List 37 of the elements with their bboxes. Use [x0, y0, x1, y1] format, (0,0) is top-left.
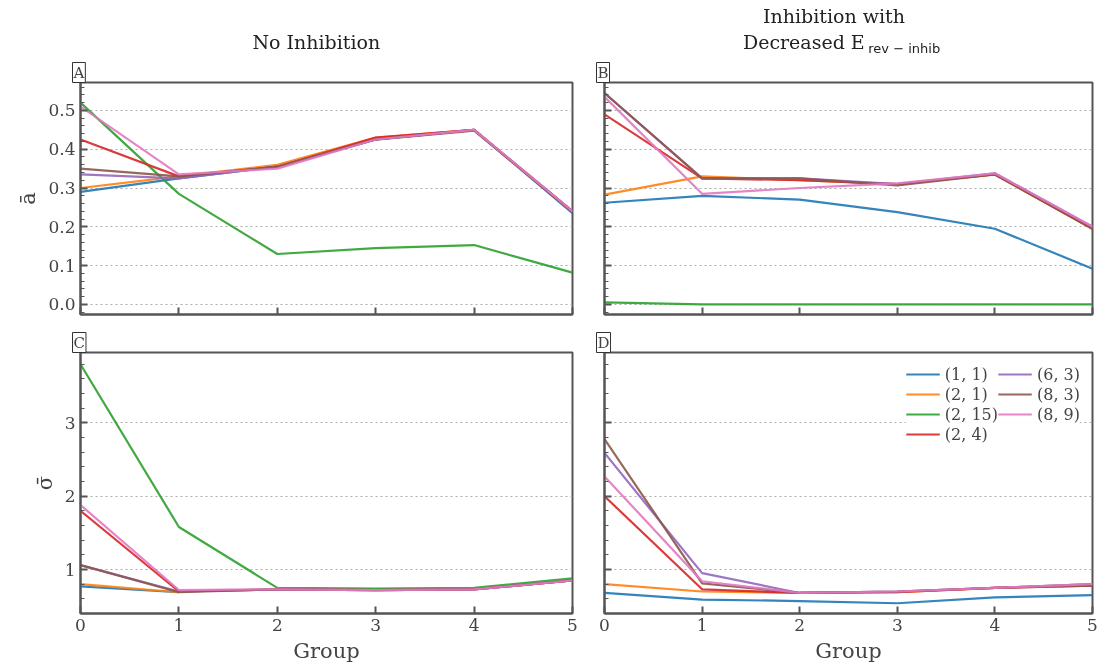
y-axis-title: σ̄ [32, 475, 57, 491]
y-tick-label: 0.2 [48, 216, 76, 237]
y-tick-label: 0.4 [48, 139, 76, 160]
legend-label: (1, 1) [944, 364, 988, 384]
x-tick-label: 0 [75, 614, 86, 635]
x-tick-label: 5 [567, 614, 578, 635]
legend-label: (2, 4) [944, 424, 988, 444]
x-axis-title: Group [815, 638, 882, 663]
legend-label: (8, 9) [1036, 404, 1080, 424]
x-tick-label: 1 [696, 614, 708, 635]
y-tick-label: 0.5 [48, 100, 76, 121]
text: C [73, 333, 85, 352]
x-tick-label: 0 [599, 614, 610, 635]
y-tick-label: 0.0 [48, 294, 76, 315]
x-tick-label: 2 [794, 614, 806, 635]
text: A [72, 63, 85, 82]
chart-title: No Inhibition [252, 30, 381, 53]
y-tick-label: 2 [64, 486, 76, 507]
y-tick-label: 3 [64, 412, 76, 433]
x-tick-label: 3 [891, 614, 903, 635]
legend-label: (6, 3) [1036, 364, 1080, 384]
y-tick-label: 0.1 [48, 255, 76, 276]
text: B [597, 63, 609, 82]
x-axis-title: Group [293, 638, 360, 663]
y-tick-label: 1 [64, 559, 76, 580]
legend-label: (2, 1) [944, 384, 988, 404]
legend-label: (2, 15) [944, 404, 998, 424]
x-tick-label: 4 [468, 614, 480, 635]
y-tick-label: 0.3 [48, 178, 76, 199]
y-axis-title: ā [16, 192, 41, 205]
legend-label: (8, 3) [1036, 384, 1080, 404]
x-tick-label: 2 [271, 614, 283, 635]
x-tick-label: 1 [173, 614, 185, 635]
text: D [597, 333, 610, 352]
x-tick-label: 3 [370, 614, 382, 635]
x-tick-label: 4 [989, 614, 1001, 635]
x-tick-label: 5 [1087, 614, 1098, 635]
